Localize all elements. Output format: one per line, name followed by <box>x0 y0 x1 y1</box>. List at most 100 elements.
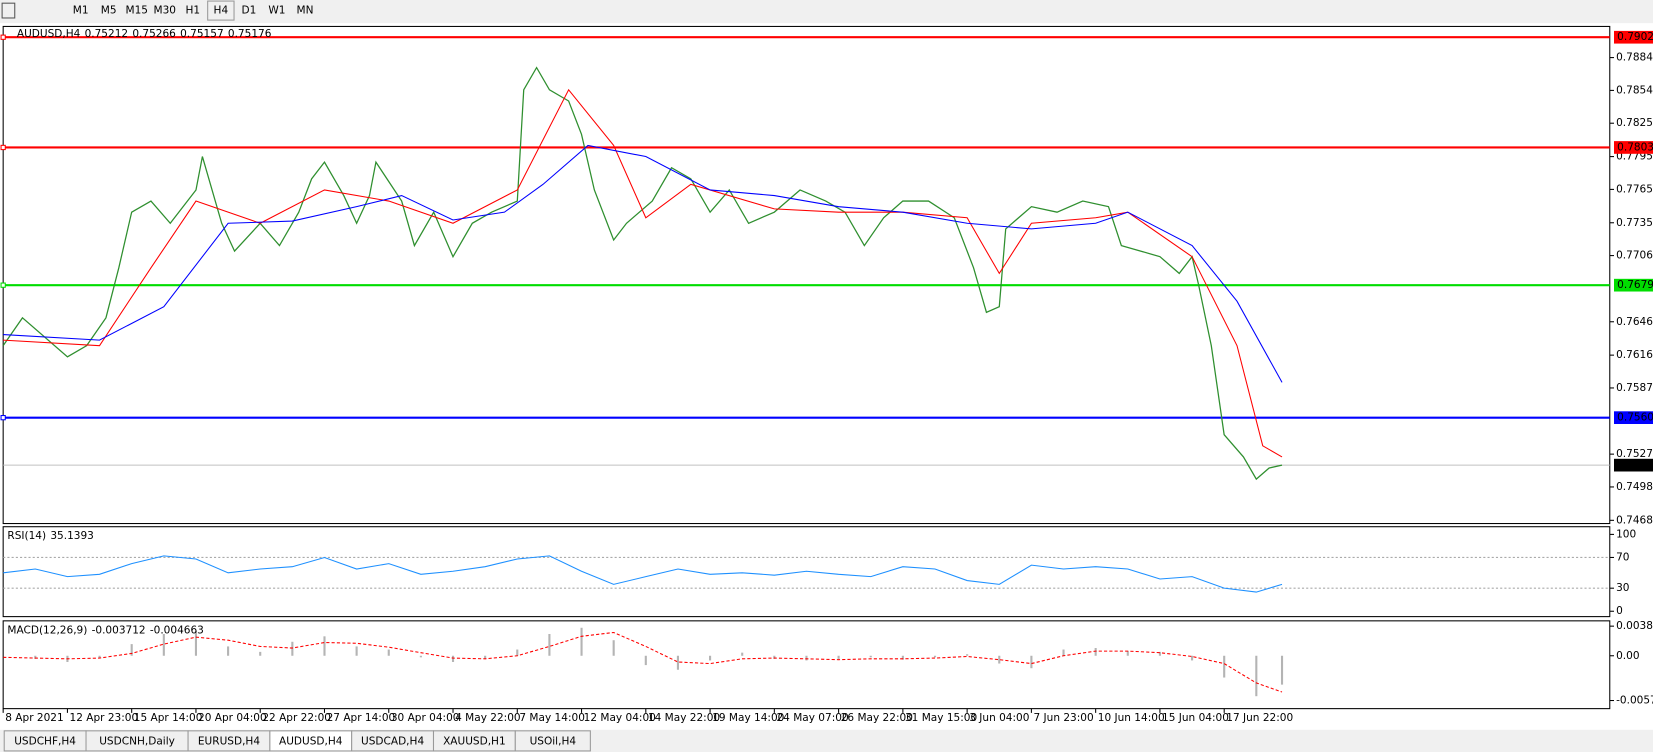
y-tick-label: 0.76165 <box>1616 349 1653 361</box>
x-tick-label: 26 May 22:00 <box>841 712 913 724</box>
level-label: 0.76794 <box>1617 279 1653 291</box>
tab-label[interactable]: XAUUSD,H1 <box>443 735 506 747</box>
x-tick-label: 8 Apr 2021 <box>5 712 63 724</box>
x-tick-label: 10 Jun 14:00 <box>1098 712 1165 724</box>
timeframe-button[interactable] <box>263 1 291 21</box>
header-part: MACD(12,26,9) <box>7 624 87 636</box>
level-label-box <box>1613 141 1653 154</box>
toolbar-icon[interactable] <box>1 2 16 19</box>
timeframe-button[interactable] <box>207 0 235 21</box>
level-handle[interactable] <box>0 415 6 421</box>
x-tick-label: 31 May 15:00 <box>905 712 977 724</box>
y-tick-label: 100 <box>1616 528 1636 540</box>
y-tick-label: 0.77355 <box>1616 217 1653 229</box>
x-tick-label: 7 Jun 23:00 <box>1034 712 1094 724</box>
timeframe-label[interactable]: M15 <box>125 5 147 17</box>
panel-header: MACD(12,26,9) -0.003712 -0.004663 <box>7 624 204 636</box>
timeframe-label[interactable]: D1 <box>241 5 256 17</box>
timeframe-button[interactable] <box>179 1 206 21</box>
signal-line <box>3 631 1283 693</box>
tab-label[interactable]: EURUSD,H4 <box>198 735 260 747</box>
timeframe-label[interactable]: M1 <box>73 5 89 17</box>
timeframe-label[interactable]: M5 <box>101 5 117 17</box>
x-tick-label: 24 May 07:00 <box>776 712 848 724</box>
level-label: 0.79023 <box>1617 31 1653 43</box>
y-tick-label: 70 <box>1616 551 1630 563</box>
timeframe-button[interactable] <box>67 1 94 21</box>
x-tick-label: 20 Apr 04:00 <box>198 712 267 724</box>
header-part: 0.75266 <box>132 28 176 40</box>
x-tick-label: 27 Apr 14:00 <box>327 712 396 724</box>
level-handle[interactable] <box>0 282 6 288</box>
panel-header: AUDUSD,H4 0.75212 0.75266 0.75157 0.75176 <box>17 28 272 40</box>
x-tick-label: 22 Apr 22:00 <box>262 712 331 724</box>
header-part: 0.75157 <box>180 28 224 40</box>
timeframe-button[interactable] <box>151 1 178 21</box>
level-handle[interactable] <box>0 144 6 151</box>
x-tick-label: 19 May 14:00 <box>712 712 784 724</box>
series-line <box>2 66 1283 481</box>
y-tick-label: 30 <box>1616 582 1630 594</box>
price-label: 0.75176 <box>1617 459 1653 471</box>
y-tick-label: 0.76465 <box>1616 316 1653 328</box>
timeframe-button[interactable] <box>291 1 319 21</box>
y-tick-label: 0.00 <box>1616 650 1640 662</box>
y-tick-label: -0.005757 <box>1616 695 1653 707</box>
tab-label[interactable]: USOil,H4 <box>530 735 577 747</box>
chart-area <box>0 23 1653 730</box>
y-tick-label: 0.78545 <box>1616 84 1653 96</box>
x-tick-label: 12 Apr 23:00 <box>70 712 139 724</box>
toolbar <box>0 0 1653 24</box>
header-part: -0.003712 <box>92 624 146 636</box>
tab-label[interactable]: USDCNH,Daily <box>99 735 175 747</box>
panel-frame <box>2 25 1611 525</box>
x-tick-label: 14 May 22:00 <box>648 712 720 724</box>
y-tick-label: 0.77655 <box>1616 183 1653 195</box>
header-part: RSI(14) <box>7 530 46 542</box>
x-tick-label: 3 Jun 04:00 <box>969 712 1029 724</box>
header-part: AUDUSD,H4 <box>17 28 81 40</box>
panel-frame <box>2 620 1611 710</box>
x-tick-label: 15 Apr 14:00 <box>134 712 203 724</box>
panel-frame <box>2 526 1611 618</box>
y-tick-label: 0.003808 <box>1616 620 1653 632</box>
tab-label[interactable]: USDCHF,H4 <box>14 735 76 747</box>
header-part: -0.004663 <box>150 624 204 636</box>
tab-label[interactable]: USDCAD,H4 <box>361 735 424 747</box>
x-tick-label: 17 Jun 22:00 <box>1226 712 1293 724</box>
series-line <box>3 144 1283 383</box>
level-label: 0.75603 <box>1617 412 1653 424</box>
x-tick-label: 7 May 14:00 <box>519 712 585 724</box>
x-tick-label: 4 May 22:00 <box>455 712 521 724</box>
timeframe-button[interactable] <box>123 1 150 21</box>
timeframe-label[interactable]: M30 <box>154 5 177 17</box>
level-label-box <box>1613 30 1653 44</box>
tab-label[interactable]: AUDUSD,H4 <box>279 735 343 747</box>
level-label-box <box>1613 278 1653 292</box>
x-tick-label: 12 May 04:00 <box>584 712 656 724</box>
timeframe-button[interactable] <box>235 1 263 21</box>
header-part: 35.1393 <box>50 530 94 542</box>
tab[interactable] <box>514 730 591 752</box>
timeframe-label[interactable]: H4 <box>214 5 229 17</box>
header-part: 0.75176 <box>228 28 272 40</box>
timeframe-label[interactable]: H1 <box>185 5 200 17</box>
header-part: 0.75212 <box>85 28 129 40</box>
timeframe-label[interactable]: MN <box>296 5 313 17</box>
panel-header: RSI(14) 35.1393 <box>7 530 94 542</box>
timeframe-label[interactable]: W1 <box>268 5 285 17</box>
level-handle[interactable] <box>0 34 6 40</box>
timeframe-button[interactable] <box>95 1 122 21</box>
y-tick-label: 0 <box>1616 605 1623 617</box>
price-label-box <box>1613 458 1653 472</box>
y-tick-label: 0.75275 <box>1616 448 1653 460</box>
x-tick-label: 30 Apr 04:00 <box>391 712 460 724</box>
level-label: 0.78032 <box>1617 141 1653 153</box>
